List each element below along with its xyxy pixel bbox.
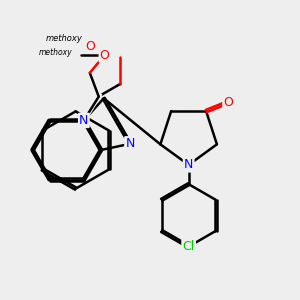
Text: N: N (79, 114, 88, 127)
Text: N: N (184, 158, 193, 171)
Text: O: O (85, 40, 95, 52)
Text: O: O (224, 96, 233, 109)
Text: N: N (125, 137, 135, 150)
Text: Cl: Cl (182, 240, 195, 253)
Text: methoxy: methoxy (46, 34, 83, 43)
Text: O: O (100, 49, 110, 62)
Text: methoxy: methoxy (38, 48, 72, 57)
